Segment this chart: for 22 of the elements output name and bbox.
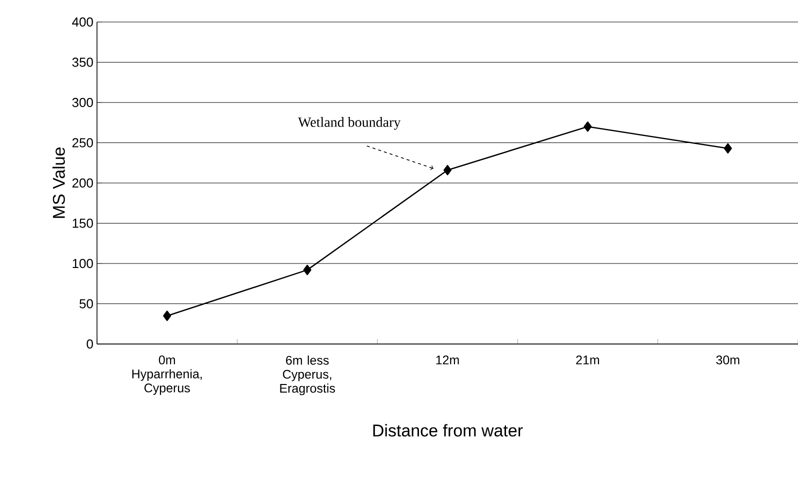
x-tick-label: 12m — [436, 356, 459, 364]
x-axis-title: Distance from water — [373, 424, 523, 437]
x-tick-label: 0m Hyparrhenia, Cyperus — [132, 356, 202, 395]
point — [443, 164, 452, 176]
y-tick-label: 100 — [72, 258, 93, 268]
y-axis-title: MS Value — [52, 148, 65, 218]
y-tick-label: 300 — [72, 98, 93, 108]
x-tick-label: 6m less Cyperus, Eragrostis — [280, 356, 335, 396]
y-tick-label: 200 — [72, 178, 93, 188]
annotation: Wetland boundary — [298, 117, 401, 130]
x-tick-label: 30m — [716, 356, 740, 364]
y-tick-label: 150 — [72, 218, 93, 228]
y-tick-label: 250 — [72, 138, 93, 148]
x-tick-label: 21m — [576, 356, 600, 364]
point — [303, 264, 312, 276]
y-tick-label: 50 — [80, 299, 93, 308]
point — [724, 143, 732, 154]
point — [163, 310, 172, 321]
y-tick-label: 400 — [72, 17, 93, 27]
y-tick-label: 0 — [86, 339, 93, 349]
y-tick-label: 350 — [72, 58, 93, 67]
point — [584, 122, 592, 132]
